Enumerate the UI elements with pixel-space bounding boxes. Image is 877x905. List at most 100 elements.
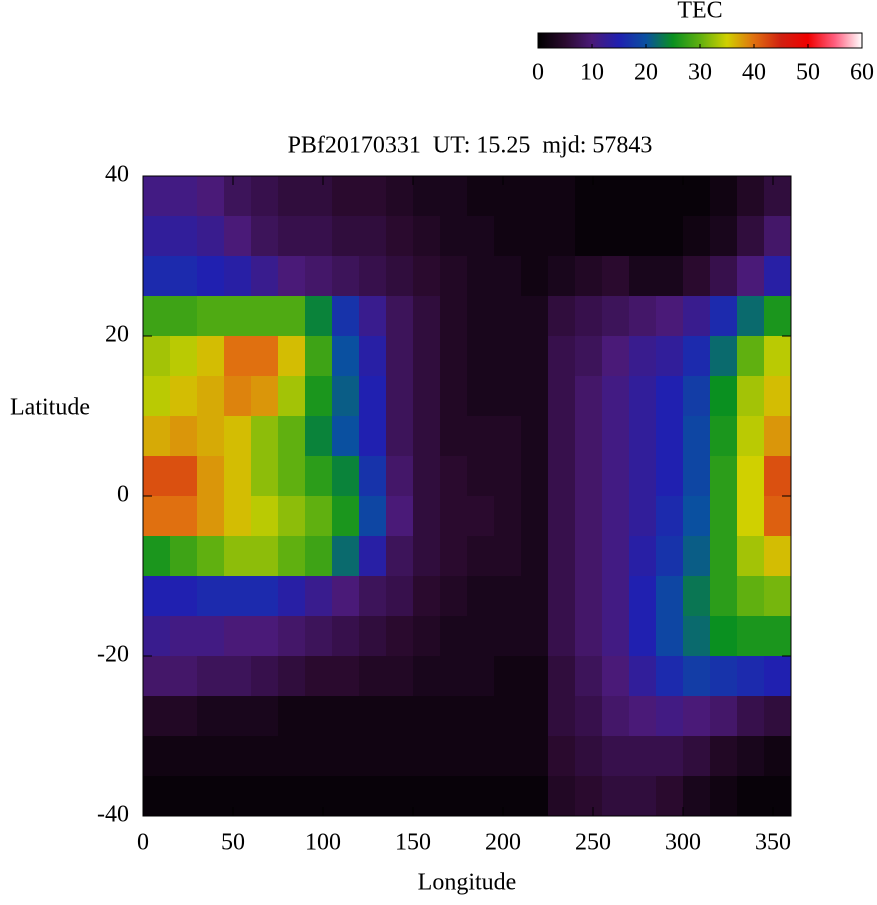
- heatmap-cell: [764, 416, 792, 457]
- heatmap-cell: [602, 696, 630, 737]
- heatmap-cell: [143, 336, 171, 377]
- heatmap-cell: [332, 736, 360, 777]
- heatmap-cell: [575, 216, 603, 257]
- heatmap-cell: [764, 176, 792, 217]
- heatmap-cell: [359, 456, 387, 497]
- heatmap-cell: [656, 416, 684, 457]
- heatmap-cell: [413, 376, 441, 417]
- heatmap-cell: [305, 296, 333, 337]
- heatmap-cell: [521, 496, 549, 537]
- heatmap-cell: [386, 536, 414, 577]
- heatmap-cell: [656, 376, 684, 417]
- heatmap-cell: [575, 656, 603, 697]
- heatmap-cell: [197, 336, 225, 377]
- heatmap-cell: [656, 336, 684, 377]
- heatmap-cell: [143, 176, 171, 217]
- heatmap-cell: [440, 736, 468, 777]
- heatmap-cell: [602, 496, 630, 537]
- heatmap-cell: [548, 496, 576, 537]
- x-tick-label: 350: [755, 830, 791, 856]
- heatmap-cell: [656, 496, 684, 537]
- heatmap-cell: [467, 336, 495, 377]
- heatmap-cell: [386, 496, 414, 537]
- heatmap-cell: [224, 376, 252, 417]
- heatmap-cell: [467, 376, 495, 417]
- heatmap-cell: [224, 696, 252, 737]
- heatmap-cell: [224, 296, 252, 337]
- heatmap-cell: [278, 496, 306, 537]
- heatmap-cell: [467, 416, 495, 457]
- heatmap-cell: [251, 456, 279, 497]
- heatmap-cell: [332, 696, 360, 737]
- heatmap-cell: [359, 696, 387, 737]
- heatmap-cell: [386, 176, 414, 217]
- heatmap-cell: [413, 736, 441, 777]
- heatmap-cell: [413, 776, 441, 817]
- heatmap-cell: [764, 376, 792, 417]
- heatmap-cell: [413, 696, 441, 737]
- heatmap-cell: [197, 696, 225, 737]
- heatmap-cell: [413, 496, 441, 537]
- heatmap-cell: [413, 256, 441, 297]
- heatmap-cell: [359, 496, 387, 537]
- heatmap-cell: [305, 416, 333, 457]
- heatmap-cell: [305, 776, 333, 817]
- heatmap-cell: [575, 496, 603, 537]
- heatmap-cell: [278, 456, 306, 497]
- heatmap-cell: [683, 296, 711, 337]
- heatmap-cell: [602, 376, 630, 417]
- heatmap-cell: [629, 616, 657, 657]
- heatmap-cell: [440, 416, 468, 457]
- heatmap-cell: [143, 496, 171, 537]
- heatmap-cell: [197, 296, 225, 337]
- heatmap-cell: [575, 176, 603, 217]
- heatmap-cell: [710, 336, 738, 377]
- heatmap-cell: [386, 416, 414, 457]
- heatmap-cell: [224, 336, 252, 377]
- heatmap-cell: [332, 176, 360, 217]
- heatmap-cell: [224, 656, 252, 697]
- colorbar-tick-label: 30: [688, 60, 712, 86]
- heatmap-cell: [440, 776, 468, 817]
- heatmap-cell: [737, 256, 765, 297]
- heatmap-cell: [251, 256, 279, 297]
- heatmap-cell: [494, 536, 522, 577]
- heatmap-cell: [197, 576, 225, 617]
- heatmap-cell: [629, 336, 657, 377]
- heatmap-cell: [413, 616, 441, 657]
- heatmap-cell: [143, 416, 171, 457]
- heatmap-cell: [251, 376, 279, 417]
- heatmap-cell: [359, 296, 387, 337]
- heatmap-cell: [656, 576, 684, 617]
- heatmap-cell: [224, 496, 252, 537]
- heatmap-cell: [737, 496, 765, 537]
- heatmap-cell: [170, 776, 198, 817]
- heatmap-cell: [683, 696, 711, 737]
- heatmap-cell: [359, 416, 387, 457]
- heatmap-cell: [575, 456, 603, 497]
- heatmap-cell: [305, 656, 333, 697]
- heatmap-cell: [710, 536, 738, 577]
- heatmap-cell: [251, 496, 279, 537]
- heatmap-cell: [656, 256, 684, 297]
- y-tick-label: 20: [105, 322, 129, 348]
- x-tick-label: 150: [395, 830, 431, 856]
- heatmap-cell: [467, 616, 495, 657]
- heatmap-cell: [629, 536, 657, 577]
- heatmap-cell: [170, 256, 198, 297]
- heatmap-cell: [629, 736, 657, 777]
- heatmap-cell: [737, 576, 765, 617]
- heatmap-cell: [413, 216, 441, 257]
- heatmap-cell: [305, 376, 333, 417]
- heatmap-cell: [521, 776, 549, 817]
- heatmap-cell: [602, 576, 630, 617]
- heatmap-cell: [521, 416, 549, 457]
- heatmap-cell: [521, 296, 549, 337]
- heatmap-cell: [548, 456, 576, 497]
- heatmap-cell: [440, 536, 468, 577]
- heatmap-cell: [467, 256, 495, 297]
- heatmap-cell: [548, 616, 576, 657]
- heatmap-cell: [197, 616, 225, 657]
- heatmap-cell: [170, 456, 198, 497]
